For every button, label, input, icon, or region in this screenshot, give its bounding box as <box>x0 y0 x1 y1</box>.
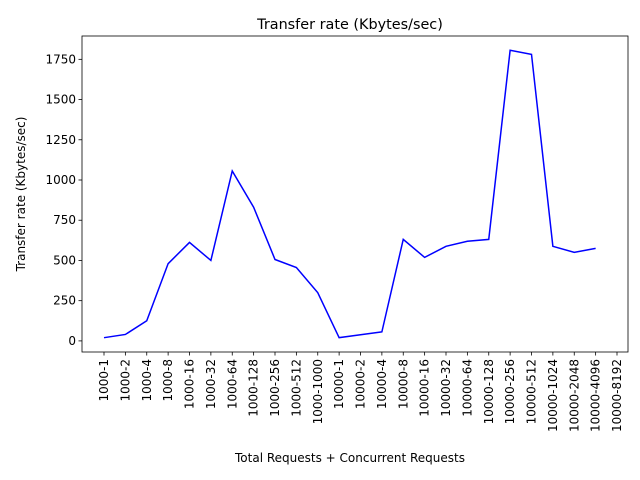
x-tick-label: 10000-32 <box>439 359 453 417</box>
x-tick-label: 10000-16 <box>418 359 432 417</box>
x-tick-label: 10000-1024 <box>546 359 560 432</box>
x-tick-label: 1000-1 <box>97 359 111 402</box>
x-tick-label: 1000-2 <box>118 359 132 402</box>
y-tick-label: 250 <box>53 294 76 308</box>
x-tick-label: 1000-8 <box>161 359 175 402</box>
y-tick-label: 750 <box>53 213 76 227</box>
y-tick-label: 1250 <box>45 133 76 147</box>
x-tick-label: 1000-16 <box>183 359 197 409</box>
y-axis-label: Transfer rate (Kbytes/sec) <box>14 117 28 273</box>
x-tick-label: 10000-1 <box>332 359 346 409</box>
x-tick-label: 1000-512 <box>289 359 303 417</box>
x-tick-label: 10000-2048 <box>567 359 581 432</box>
x-tick-label: 10000-4 <box>375 359 389 409</box>
x-tick-label: 1000-64 <box>225 359 239 409</box>
x-tick-label: 1000-1000 <box>311 359 325 424</box>
x-tick-label: 10000-256 <box>503 359 517 424</box>
x-tick-label: 10000-8 <box>396 359 410 409</box>
x-tick-label: 10000-4096 <box>589 359 603 432</box>
x-axis-label: Total Requests + Concurrent Requests <box>234 451 465 465</box>
y-tick-label: 500 <box>53 253 76 267</box>
x-tick-label: 1000-128 <box>247 359 261 417</box>
x-tick-label: 10000-64 <box>460 359 474 417</box>
plot-frame <box>81 35 629 353</box>
chart-title: Transfer rate (Kbytes/sec) <box>256 17 443 33</box>
data-line <box>103 49 596 339</box>
x-tick-label: 10000-2 <box>354 359 368 409</box>
y-tick-label: 1750 <box>45 52 76 66</box>
y-tick-label: 1000 <box>45 173 76 187</box>
y-tick-label: 1500 <box>45 93 76 107</box>
x-tick-label: 1000-32 <box>204 359 218 409</box>
x-tick-label: 1000-4 <box>140 359 154 402</box>
x-tick-label: 10000-8192 <box>610 359 624 432</box>
x-tick-label: 10000-512 <box>525 359 539 424</box>
x-tick-label: 1000-256 <box>268 359 282 417</box>
y-tick-label: 0 <box>68 334 76 348</box>
x-tick-label: 10000-128 <box>482 359 496 424</box>
